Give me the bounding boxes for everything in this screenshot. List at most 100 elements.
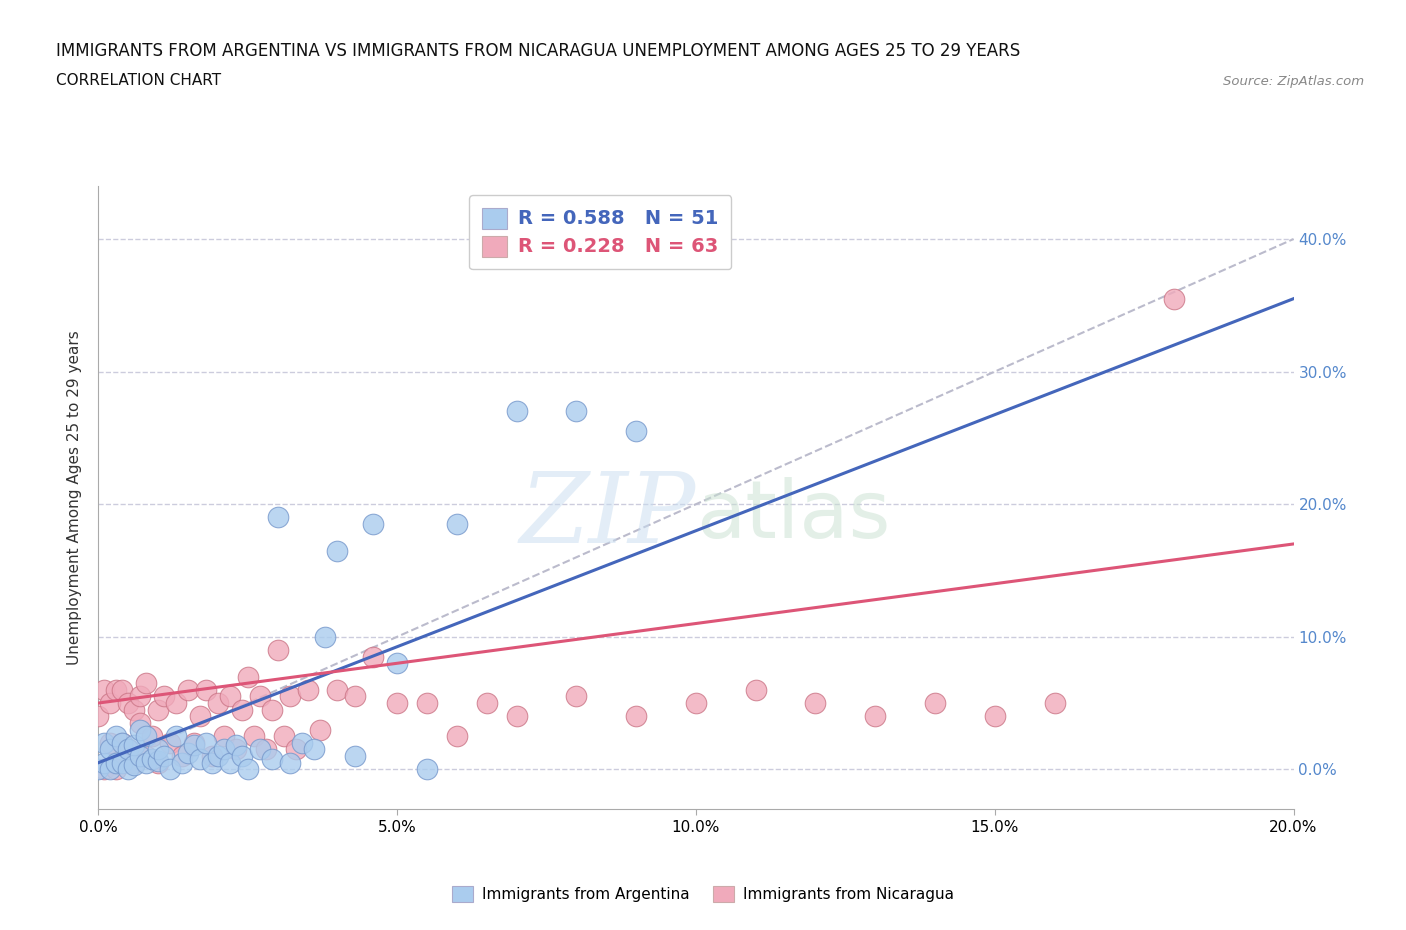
Legend: Immigrants from Argentina, Immigrants from Nicaragua: Immigrants from Argentina, Immigrants fr… bbox=[446, 880, 960, 909]
Point bbox=[93, 736, 115, 751]
Point bbox=[165, 696, 187, 711]
Point bbox=[177, 746, 200, 761]
Text: CORRELATION CHART: CORRELATION CHART bbox=[56, 73, 221, 88]
Point bbox=[243, 729, 266, 744]
Point bbox=[117, 762, 139, 777]
Point bbox=[129, 715, 152, 730]
Point bbox=[87, 762, 110, 777]
Point bbox=[446, 517, 468, 532]
Point bbox=[745, 683, 768, 698]
Point bbox=[385, 656, 409, 671]
Point bbox=[135, 729, 157, 744]
Text: atlas: atlas bbox=[696, 477, 890, 555]
Point bbox=[254, 742, 277, 757]
Point bbox=[278, 689, 301, 704]
Point bbox=[212, 729, 235, 744]
Point bbox=[685, 696, 707, 711]
Point bbox=[284, 742, 307, 757]
Point bbox=[1163, 291, 1185, 306]
Point bbox=[105, 729, 128, 744]
Point bbox=[183, 738, 205, 753]
Point bbox=[135, 749, 157, 764]
Point bbox=[506, 709, 529, 724]
Point bbox=[159, 762, 181, 777]
Point bbox=[105, 683, 128, 698]
Point bbox=[129, 722, 152, 737]
Point bbox=[924, 696, 946, 711]
Point bbox=[172, 755, 194, 770]
Point bbox=[207, 749, 229, 764]
Point bbox=[172, 749, 194, 764]
Point bbox=[1043, 696, 1066, 711]
Point bbox=[100, 762, 122, 777]
Point bbox=[159, 736, 181, 751]
Point bbox=[565, 404, 588, 418]
Point bbox=[363, 517, 385, 532]
Point bbox=[201, 749, 224, 764]
Point bbox=[195, 736, 218, 751]
Point bbox=[93, 683, 115, 698]
Point bbox=[148, 754, 170, 769]
Point bbox=[344, 749, 367, 764]
Point bbox=[326, 683, 349, 698]
Point bbox=[135, 755, 157, 770]
Point bbox=[315, 630, 337, 644]
Point bbox=[225, 742, 247, 757]
Point bbox=[249, 689, 271, 704]
Point bbox=[219, 689, 242, 704]
Point bbox=[183, 736, 205, 751]
Point bbox=[148, 755, 170, 770]
Point bbox=[153, 689, 176, 704]
Point bbox=[225, 738, 247, 753]
Point bbox=[141, 751, 163, 766]
Point bbox=[626, 424, 648, 439]
Point bbox=[165, 729, 187, 744]
Point bbox=[326, 543, 349, 558]
Point bbox=[124, 755, 146, 770]
Point bbox=[231, 749, 253, 764]
Point bbox=[219, 755, 242, 770]
Point bbox=[111, 683, 134, 698]
Y-axis label: Unemployment Among Ages 25 to 29 years: Unemployment Among Ages 25 to 29 years bbox=[67, 330, 83, 665]
Point bbox=[446, 729, 468, 744]
Point bbox=[129, 689, 152, 704]
Point bbox=[297, 683, 319, 698]
Point bbox=[148, 742, 170, 757]
Point bbox=[100, 742, 122, 757]
Point bbox=[177, 683, 200, 698]
Point bbox=[865, 709, 887, 724]
Point bbox=[308, 722, 330, 737]
Point bbox=[249, 742, 271, 757]
Point bbox=[416, 696, 439, 711]
Point bbox=[117, 742, 139, 757]
Point bbox=[100, 696, 122, 711]
Point bbox=[124, 758, 146, 773]
Point bbox=[148, 702, 170, 717]
Point bbox=[117, 742, 139, 757]
Point bbox=[804, 696, 827, 711]
Point bbox=[626, 709, 648, 724]
Point bbox=[302, 742, 325, 757]
Point bbox=[111, 736, 134, 751]
Point bbox=[153, 749, 176, 764]
Point bbox=[135, 676, 157, 691]
Point bbox=[188, 709, 211, 724]
Point bbox=[207, 696, 229, 711]
Point bbox=[124, 738, 146, 753]
Text: Source: ZipAtlas.com: Source: ZipAtlas.com bbox=[1223, 75, 1364, 88]
Point bbox=[260, 751, 283, 766]
Point bbox=[117, 696, 139, 711]
Point bbox=[363, 649, 385, 664]
Point bbox=[93, 755, 115, 770]
Text: IMMIGRANTS FROM ARGENTINA VS IMMIGRANTS FROM NICARAGUA UNEMPLOYMENT AMONG AGES 2: IMMIGRANTS FROM ARGENTINA VS IMMIGRANTS … bbox=[56, 43, 1021, 60]
Point bbox=[236, 669, 259, 684]
Point bbox=[105, 762, 128, 777]
Point bbox=[565, 689, 588, 704]
Point bbox=[278, 755, 301, 770]
Point bbox=[212, 742, 235, 757]
Point bbox=[188, 751, 211, 766]
Point bbox=[416, 762, 439, 777]
Point bbox=[260, 702, 283, 717]
Point bbox=[124, 702, 146, 717]
Legend: R = 0.588   N = 51, R = 0.228   N = 63: R = 0.588 N = 51, R = 0.228 N = 63 bbox=[470, 195, 731, 270]
